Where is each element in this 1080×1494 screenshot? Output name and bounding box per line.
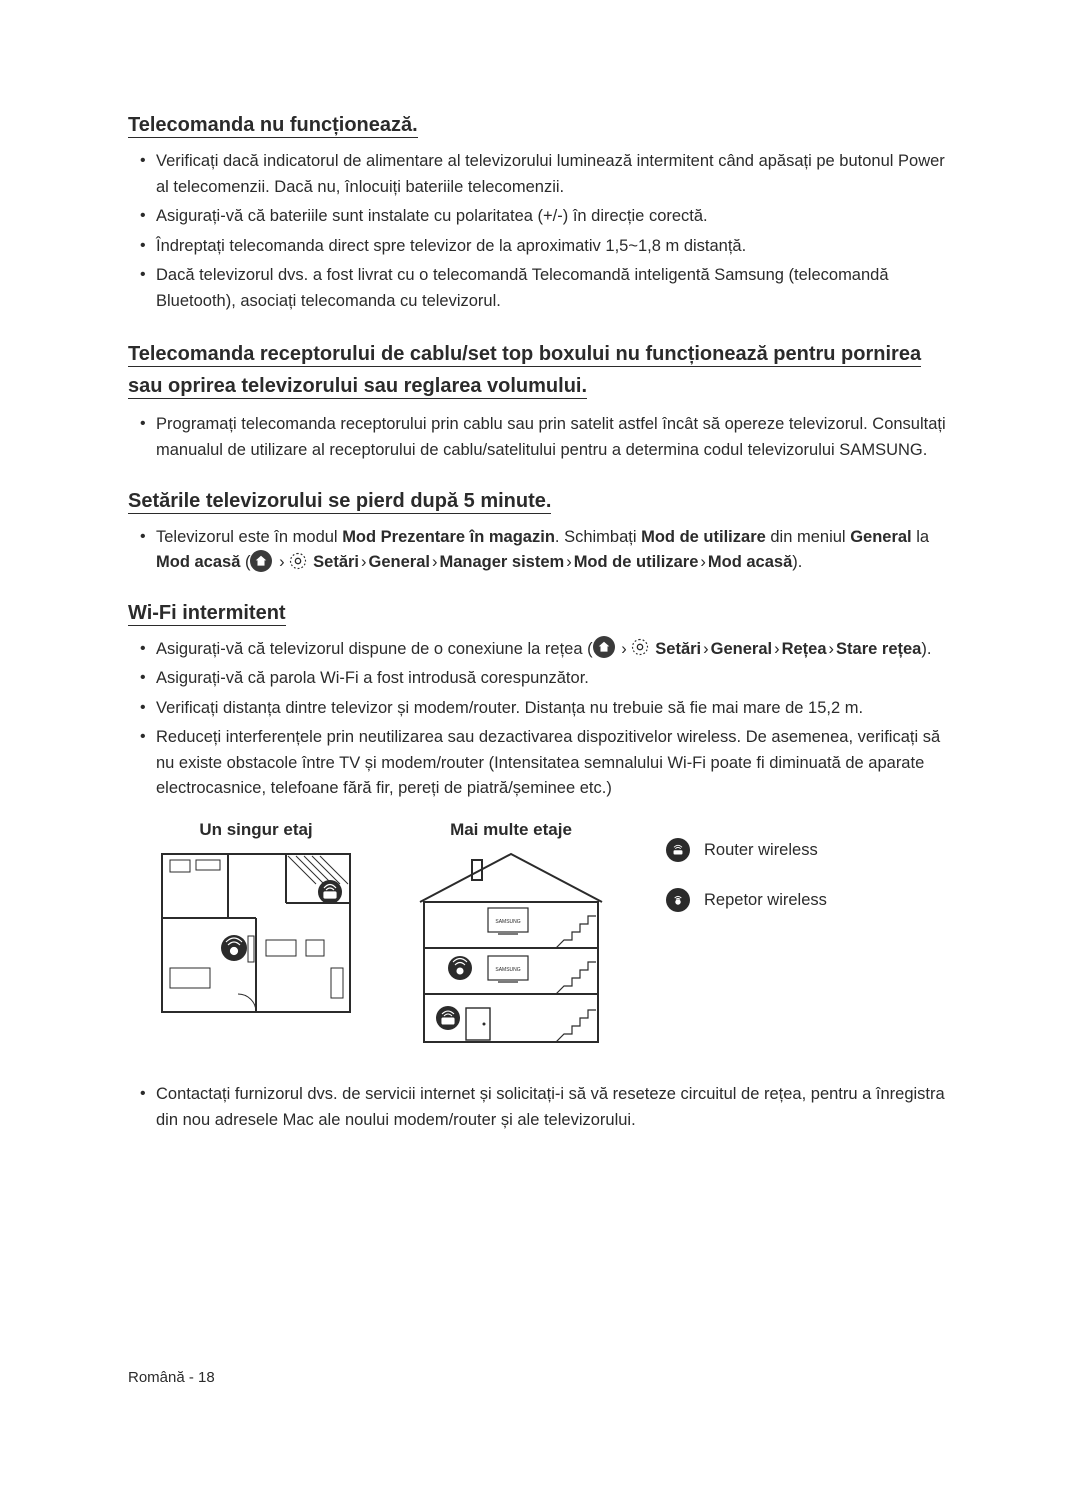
- list-item: Asigurați-vă că bateriile sunt instalate…: [140, 204, 952, 230]
- bullet-list: Asigurați-vă că televizorul dispune de o…: [128, 637, 952, 802]
- list-item: Reduceți interferențele prin neutilizare…: [140, 725, 952, 802]
- legend-item-repeater: Repetor wireless: [666, 888, 827, 912]
- section-heading: Telecomanda receptorului de cablu/set to…: [128, 343, 921, 399]
- list-item: Contactați furnizorul dvs. de servicii i…: [140, 1082, 952, 1133]
- list-item: Verificați distanța dintre televizor și …: [140, 696, 952, 722]
- list-item: Televizorul este în modul Mod Prezentare…: [140, 525, 952, 576]
- list-item: Dacă televizorul dvs. a fost livrat cu o…: [140, 263, 952, 314]
- home-icon: [250, 550, 272, 572]
- gear-icon: [629, 636, 651, 658]
- gear-icon: [287, 550, 309, 572]
- list-item: Îndreptați telecomanda direct spre telev…: [140, 234, 952, 260]
- section-heading: Setările televizorului se pierd după 5 m…: [128, 490, 551, 514]
- floorplan-icon: [156, 848, 356, 1018]
- diagram-legend: Router wireless Repetor wireless: [666, 838, 827, 912]
- diagram-title: Mai multe etaje: [450, 820, 572, 840]
- diagram-row: Un singur etaj: [156, 820, 952, 1048]
- svg-text:SAMSUNG: SAMSUNG: [495, 919, 520, 925]
- page-content: Telecomanda nu funcționează. Verificați …: [128, 112, 952, 1157]
- house-icon: SAMSUNG SAMSUNG: [406, 848, 616, 1048]
- bullet-list: Programați telecomanda receptorului prin…: [128, 412, 952, 463]
- diagram-multi-story: Mai multe etaje: [406, 820, 616, 1048]
- section-heading: Wi-Fi intermitent: [128, 602, 286, 626]
- list-item: Verificați dacă indicatorul de alimentar…: [140, 149, 952, 200]
- legend-label: Router wireless: [704, 841, 818, 860]
- diagram-single-story: Un singur etaj: [156, 820, 356, 1018]
- diagram-title: Un singur etaj: [199, 820, 312, 840]
- list-item: Programați telecomanda receptorului prin…: [140, 412, 952, 463]
- section-heading: Telecomanda nu funcționează.: [128, 114, 418, 138]
- svg-text:SAMSUNG: SAMSUNG: [495, 967, 520, 973]
- router-icon: [666, 838, 690, 862]
- repeater-icon: [666, 888, 690, 912]
- legend-item-router: Router wireless: [666, 838, 827, 862]
- page-footer: Română - 18: [128, 1369, 215, 1386]
- list-item: Asigurați-vă că televizorul dispune de o…: [140, 637, 952, 663]
- home-icon: [593, 636, 615, 658]
- list-item: Asigurați-vă că parola Wi-Fi a fost intr…: [140, 666, 952, 692]
- bullet-list: Verificați dacă indicatorul de alimentar…: [128, 149, 952, 314]
- bullet-list: Televizorul este în modul Mod Prezentare…: [128, 525, 952, 576]
- bullet-list: Contactați furnizorul dvs. de servicii i…: [128, 1082, 952, 1133]
- legend-label: Repetor wireless: [704, 891, 827, 910]
